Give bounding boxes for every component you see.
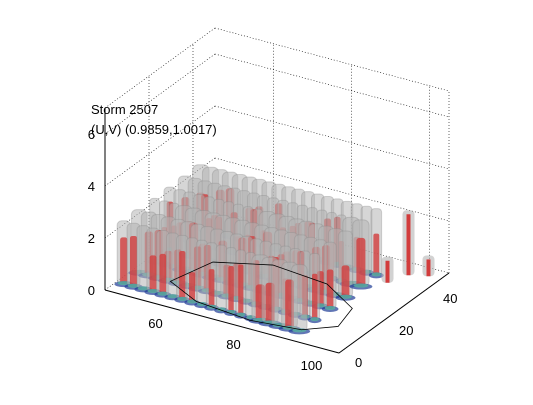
grid-line-top-back <box>214 27 450 92</box>
axes <box>104 108 450 354</box>
base-core-60 <box>216 307 226 312</box>
chart-subtitle: (U,V) (0.9859,1.0017) <box>91 122 217 137</box>
z-tick-label-0: 0 <box>88 283 95 298</box>
outlier-core-1 <box>385 260 390 283</box>
inner-isosurface-24 <box>159 253 167 295</box>
inner-isosurface-42 <box>189 272 196 303</box>
inner-isosurface-109 <box>312 273 318 321</box>
base-core-12 <box>137 286 150 291</box>
base-core-36 <box>177 296 188 301</box>
inner-isosurface-0 <box>120 237 128 285</box>
inner-isosurface-54 <box>208 269 215 308</box>
base-core-113 <box>371 272 382 277</box>
inner-isosurface-112 <box>356 237 366 287</box>
y-tick-label-40: 40 <box>443 291 457 306</box>
x-axis <box>104 289 340 354</box>
inner-isosurface-111 <box>341 265 350 298</box>
base-core-111 <box>339 294 352 299</box>
z-tick-label-4: 4 <box>88 179 95 194</box>
base-core-72 <box>236 312 246 317</box>
base-core-112 <box>353 283 369 288</box>
inner-isosurface-6 <box>129 235 138 287</box>
x-tick-label-80: 80 <box>226 337 240 352</box>
ground-contour <box>169 261 353 331</box>
base-core-24 <box>157 291 169 296</box>
tick-labels: 60 80 100 0 20 40 0 2 4 6 <box>88 127 458 373</box>
base-core-110 <box>324 305 336 310</box>
x-tick-label-100: 100 <box>301 358 323 373</box>
inner-isosurface-72 <box>238 264 244 316</box>
y-tick-label-20: 20 <box>399 323 413 338</box>
y-tick-label-0: 0 <box>355 355 362 370</box>
inner-isosurface-113 <box>373 233 380 276</box>
outlier-core-0 <box>406 214 411 276</box>
base-core-109 <box>310 317 320 322</box>
grid-line-top-side <box>104 27 216 109</box>
inner-isosurface-66 <box>228 266 234 313</box>
inner-isosurface-110 <box>326 269 334 309</box>
base-core-18 <box>147 288 159 293</box>
grid-line-z-back-6 <box>214 53 450 118</box>
outlier-core-2 <box>426 259 431 277</box>
grid-line-z-back-4 <box>214 105 450 170</box>
base-core-0 <box>117 281 130 286</box>
outer-isosurface-60 <box>215 244 227 311</box>
z-tick-label-2: 2 <box>88 231 95 246</box>
outer-isosurface-48 <box>195 239 208 306</box>
chart-title: Storm 2507 <box>91 102 159 117</box>
z-tick-label-6: 6 <box>88 127 95 142</box>
x-tick-label-60: 60 <box>148 316 162 331</box>
isosurface-group <box>114 164 435 335</box>
base-core-42 <box>187 299 198 304</box>
inner-isosurface-36 <box>179 250 186 300</box>
base-core-6 <box>127 283 140 288</box>
base-core-30 <box>167 294 178 299</box>
inner-isosurface-18 <box>149 255 157 292</box>
y-axis <box>338 272 450 354</box>
base-core-48 <box>196 302 207 307</box>
